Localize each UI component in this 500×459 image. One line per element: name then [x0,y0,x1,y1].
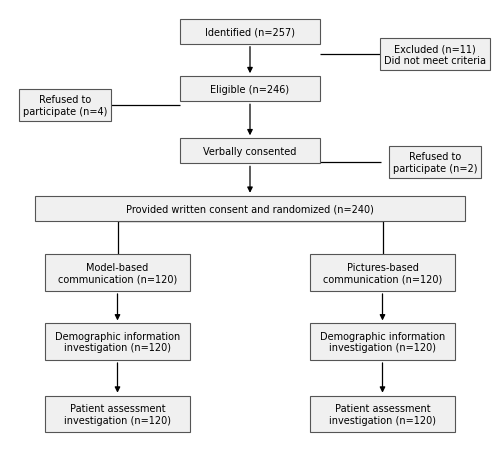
FancyBboxPatch shape [180,77,320,102]
Text: Eligible (n=246): Eligible (n=246) [210,84,290,95]
Text: Model-based
communication (n=120): Model-based communication (n=120) [58,263,177,284]
Text: Provided written consent and randomized (n=240): Provided written consent and randomized … [126,204,374,214]
FancyBboxPatch shape [180,19,320,45]
FancyBboxPatch shape [310,396,455,432]
FancyBboxPatch shape [45,255,190,291]
Text: Excluded (n=11)
Did not meet criteria: Excluded (n=11) Did not meet criteria [384,45,486,66]
Text: Identified (n=257): Identified (n=257) [205,27,295,37]
FancyBboxPatch shape [380,39,490,71]
FancyBboxPatch shape [45,396,190,432]
Text: Pictures-based
communication (n=120): Pictures-based communication (n=120) [323,263,442,284]
Text: Patient assessment
investigation (n=120): Patient assessment investigation (n=120) [64,403,171,425]
Text: Verbally consented: Verbally consented [204,146,296,157]
FancyBboxPatch shape [19,90,111,122]
Text: Patient assessment
investigation (n=120): Patient assessment investigation (n=120) [329,403,436,425]
Text: Refused to
participate (n=2): Refused to participate (n=2) [393,152,477,174]
Text: Demographic information
investigation (n=120): Demographic information investigation (n… [320,331,445,353]
Text: Refused to
participate (n=4): Refused to participate (n=4) [23,95,107,116]
FancyBboxPatch shape [35,196,465,221]
FancyBboxPatch shape [45,324,190,360]
FancyBboxPatch shape [310,324,455,360]
FancyBboxPatch shape [180,139,320,164]
FancyBboxPatch shape [310,255,455,291]
Text: Demographic information
investigation (n=120): Demographic information investigation (n… [55,331,180,353]
FancyBboxPatch shape [389,147,481,179]
